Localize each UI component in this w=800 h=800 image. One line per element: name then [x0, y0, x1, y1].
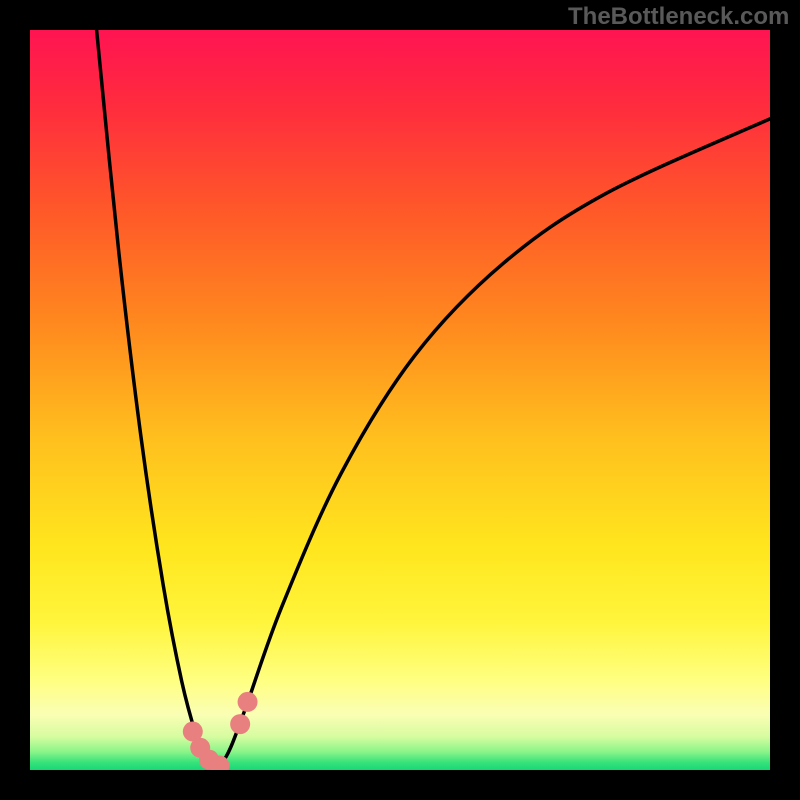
marker-point [238, 692, 258, 712]
plot-frame [30, 30, 770, 770]
plot-svg [30, 30, 770, 770]
watermark-text: TheBottleneck.com [568, 3, 789, 31]
gradient-background [30, 30, 770, 770]
marker-point [230, 714, 250, 734]
